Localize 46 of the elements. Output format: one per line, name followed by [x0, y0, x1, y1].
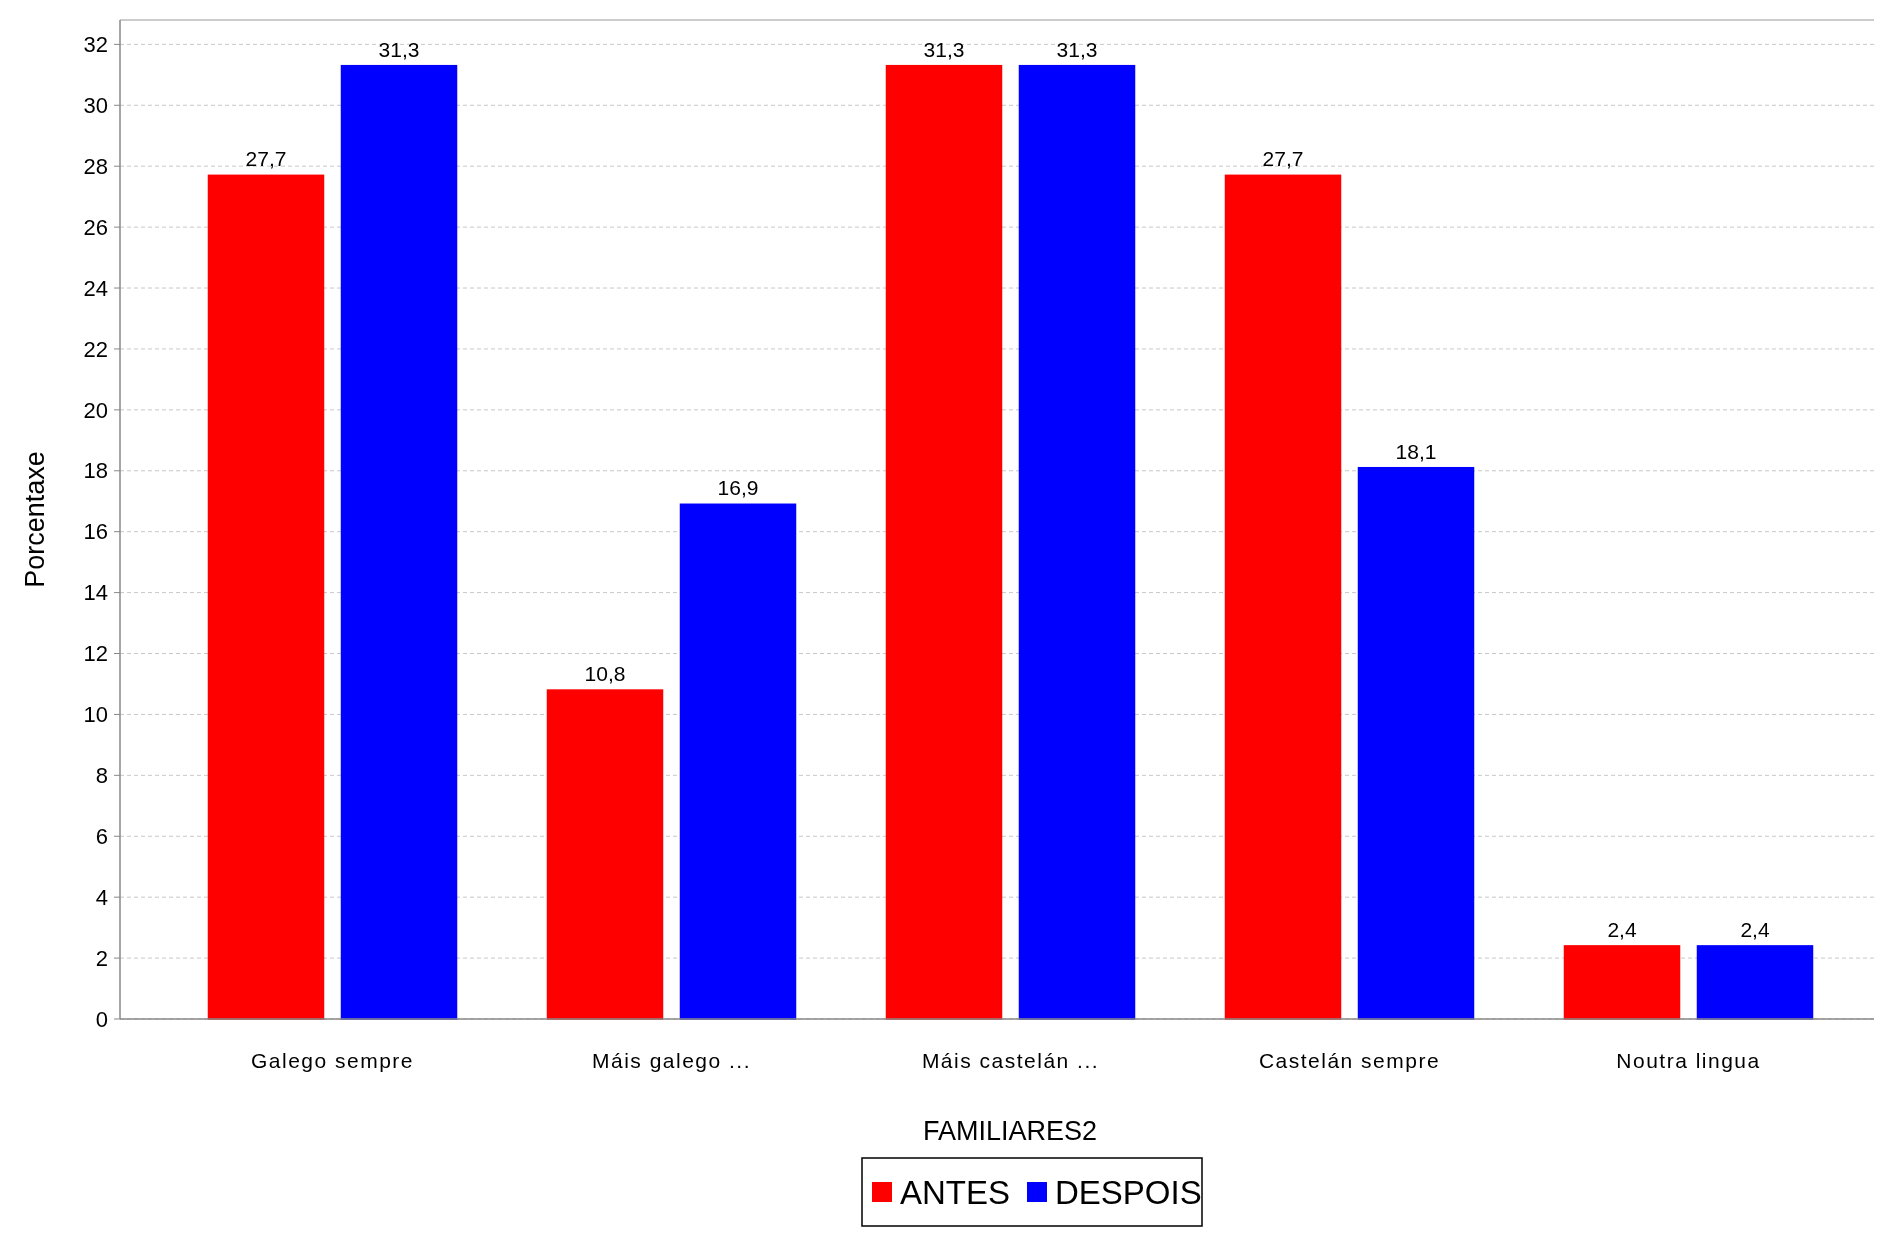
text: 2,4 — [1740, 917, 1770, 941]
bar — [546, 689, 664, 1020]
x-tick-label: Castelán sempre — [1258, 1049, 1441, 1072]
bar — [679, 503, 797, 1020]
x-tick-label: Noutra lingua — [1616, 1049, 1761, 1072]
text: 31,3 — [1056, 37, 1098, 61]
y-tick-label: 4 — [95, 884, 108, 910]
x-tick-label: Galego sempre — [250, 1049, 415, 1072]
x-axis-title: FAMILIARES2 — [922, 1116, 1098, 1146]
bar — [1224, 174, 1342, 1020]
y-tick-label: 26 — [83, 214, 108, 240]
bar — [1696, 945, 1814, 1020]
y-tick-label: 6 — [95, 823, 108, 849]
y-tick-label: 14 — [83, 580, 108, 606]
text: 10,8 — [584, 662, 626, 686]
text: 16,9 — [717, 476, 759, 500]
y-tick-label: 30 — [83, 92, 108, 118]
y-tick-label: 0 — [95, 1006, 108, 1032]
y-tick-label: 20 — [83, 397, 108, 423]
text: 18,1 — [1395, 439, 1437, 463]
y-tick-label: 28 — [83, 153, 108, 179]
y-axis-title: Porcentaxe — [20, 451, 50, 588]
y-tick-label: 16 — [83, 519, 108, 545]
y-tick-label: 10 — [83, 702, 108, 728]
y-tick-label: 32 — [83, 32, 108, 58]
y-tick-label: 12 — [83, 641, 108, 667]
bar — [1563, 945, 1681, 1020]
x-tick-label: Máis castelán ... — [921, 1049, 1100, 1072]
text: 31,3 — [378, 37, 420, 61]
x-tick-label: Máis galego ... — [591, 1049, 752, 1072]
bar — [1357, 466, 1475, 1020]
text: 2,4 — [1607, 917, 1637, 941]
legend-label: DESPOIS — [1055, 1173, 1202, 1211]
text: 27,7 — [1262, 147, 1304, 171]
y-tick-label: 8 — [95, 763, 108, 789]
bar — [207, 174, 325, 1020]
y-tick-label: 24 — [83, 275, 108, 301]
text: 27,7 — [245, 147, 287, 171]
legend-label: ANTES — [900, 1173, 1011, 1211]
bar — [885, 64, 1003, 1020]
text: 31,3 — [923, 37, 965, 61]
y-tick-label: 18 — [83, 458, 108, 484]
y-tick-label: 2 — [95, 945, 108, 971]
bar — [1018, 64, 1136, 1020]
bar — [340, 64, 458, 1020]
y-tick-label: 22 — [83, 336, 108, 362]
